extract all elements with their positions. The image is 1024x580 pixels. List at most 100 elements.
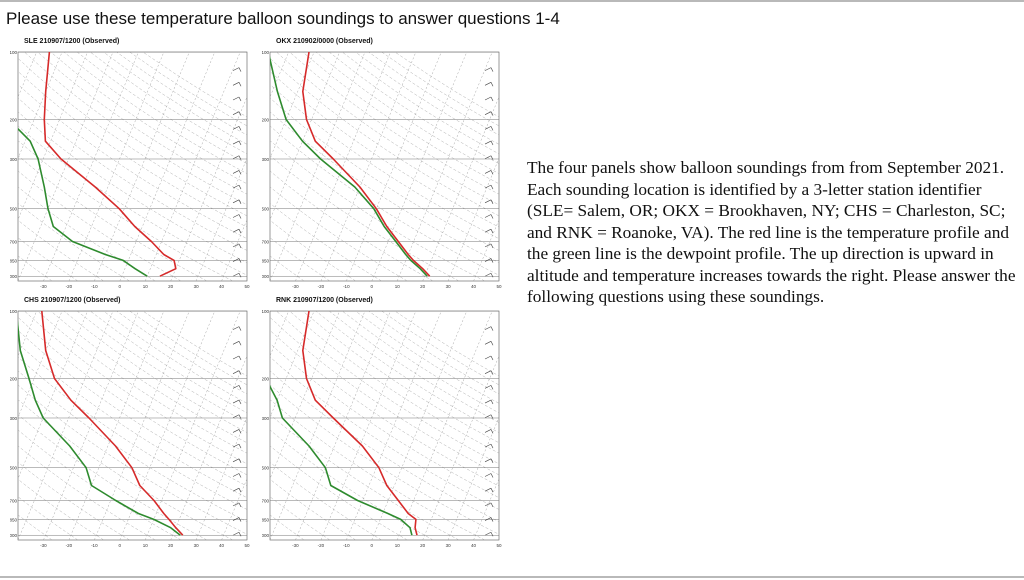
wind-barb-icon: [232, 326, 240, 330]
wind-barb-icon: [490, 184, 494, 190]
temperature-tick-label: 0: [371, 284, 374, 289]
temperature-tick-label: 10: [143, 284, 149, 289]
wind-barb-icon: [490, 385, 494, 390]
wind-barb-icon: [232, 184, 240, 189]
skewt-diagram-chs: 100 200 300 500 700 850 1000 -30 -20 -10 0 10 20 30 40…: [10, 309, 250, 548]
dry-adiabat: [18, 330, 247, 487]
temperature-tick-label: 40: [219, 284, 225, 289]
wind-barb-icon: [490, 126, 494, 131]
wind-barb-icon: [484, 341, 492, 345]
dry-adiabat: [18, 219, 104, 281]
isotherm-line: [94, 311, 190, 540]
dry-adiabat: [270, 343, 499, 498]
wind-barb-icon: [238, 126, 242, 131]
wind-barb-icon: [484, 96, 492, 101]
isotherm-line: [422, 96, 499, 281]
dewpoint-profile-line: [270, 384, 413, 536]
wind-barb-icon: [490, 370, 494, 375]
temperature-tick-label: 30: [194, 284, 200, 289]
temperature-tick-label: 20: [420, 543, 426, 548]
temperature-tick-label: -30: [292, 284, 299, 289]
wind-barb-icon: [232, 399, 240, 404]
pressure-tick-label: 100: [262, 309, 269, 314]
temperature-tick-label: -10: [91, 284, 98, 289]
wind-barb-icon: [484, 531, 492, 536]
skewt-diagram-sle: 100 200 300 500 700 850 1000 -30 -20 -10 0 10 20 30 40…: [10, 50, 250, 289]
temperature-tick-label: 50: [496, 284, 502, 289]
wind-barb-icon: [232, 370, 240, 374]
wind-barb-icon: [232, 258, 240, 262]
temperature-tick-label: -30: [40, 543, 47, 548]
temperature-tick-label: -10: [343, 284, 350, 289]
dry-adiabat: [63, 52, 247, 174]
temperature-tick-label: 10: [395, 543, 401, 548]
temperature-tick-label: -20: [318, 284, 325, 289]
temperature-tick-label: -20: [318, 543, 325, 548]
dry-adiabat: [18, 343, 247, 498]
skewt-panel-rnk: RNK 210907/1200 (Observed) 100 200 300 500 7…: [262, 297, 509, 554]
dry-adiabat: [270, 58, 499, 217]
wind-barb-icon: [238, 96, 242, 102]
wind-barb-icon: [238, 385, 242, 390]
isotherm-line: [295, 311, 391, 540]
wind-barb-icon: [232, 199, 240, 204]
wind-barb-icon: [232, 385, 240, 389]
wind-barb-icon: [490, 199, 494, 204]
pressure-tick-label: 300: [262, 416, 269, 421]
temperature-tick-label: -10: [91, 543, 98, 548]
dry-adiabat: [270, 255, 305, 281]
pressure-tick-label: 700: [262, 240, 269, 245]
wind-barb-icon: [484, 126, 492, 130]
isotherm-line: [119, 311, 215, 540]
temperature-tick-label: 0: [119, 543, 122, 548]
dewpoint-profile-line: [18, 319, 181, 536]
plot-frame: [269, 51, 500, 282]
pressure-tick-label: 850: [10, 517, 17, 522]
wind-barb-icon: [232, 67, 240, 71]
dry-adiabat: [18, 58, 247, 217]
wind-barb-icon: [238, 355, 242, 361]
temperature-tick-label: 20: [168, 543, 174, 548]
wind-barb-icon: [484, 82, 492, 86]
wind-barb-icon: [238, 429, 242, 434]
wind-barb-icon: [484, 326, 492, 330]
dry-adiabat: [37, 311, 247, 454]
wind-barb-icon: [238, 229, 242, 234]
pressure-tick-label: 500: [10, 207, 17, 212]
wind-barb-icon: [232, 111, 240, 115]
wind-barb-icon: [238, 326, 242, 331]
wind-barb-icon: [238, 273, 242, 278]
isotherm-line: [195, 416, 247, 540]
isotherm-line: [170, 355, 247, 540]
wind-barb-icon: [484, 385, 492, 389]
wind-barb-icon: [232, 458, 240, 463]
wind-barb-icon: [484, 170, 492, 174]
wind-barb-icon: [490, 502, 494, 508]
skewt-panel-chs: CHS 210907/1200 (Observed) 100 200 300 500 7…: [10, 297, 257, 554]
temperature-profile-line: [301, 311, 418, 536]
dry-adiabat: [315, 311, 499, 433]
isotherm-line: [473, 219, 499, 281]
isotherm-line: [170, 96, 247, 281]
pressure-tick-label: 700: [10, 240, 17, 245]
dry-adiabat: [18, 370, 247, 522]
wind-barb-icon: [490, 517, 494, 522]
dry-adiabat: [270, 445, 408, 540]
dry-adiabat: [270, 330, 499, 487]
wind-barb-icon: [490, 96, 494, 102]
wind-barb-icon: [238, 67, 242, 72]
pressure-tick-label: 100: [10, 50, 17, 55]
wind-barb-icon: [232, 170, 240, 174]
slide-heading: Please use these temperature balloon sou…: [6, 9, 560, 28]
wind-barb-icon: [490, 155, 494, 160]
skewt-diagram-okx: 100 200 300 500 700 850 1000 -30 -20 -10 0 10 20 30 40…: [262, 50, 502, 289]
dry-adiabat: [270, 155, 459, 281]
dry-adiabat: [90, 52, 247, 155]
wind-barb-icon: [232, 214, 240, 218]
dry-adiabat: [18, 71, 247, 228]
isotherm-line: [10, 52, 11, 281]
dry-adiabat: [270, 170, 434, 281]
wind-barb-icon: [484, 214, 492, 218]
wind-barb-icon: [238, 82, 242, 87]
wind-barb-icon: [490, 258, 494, 263]
